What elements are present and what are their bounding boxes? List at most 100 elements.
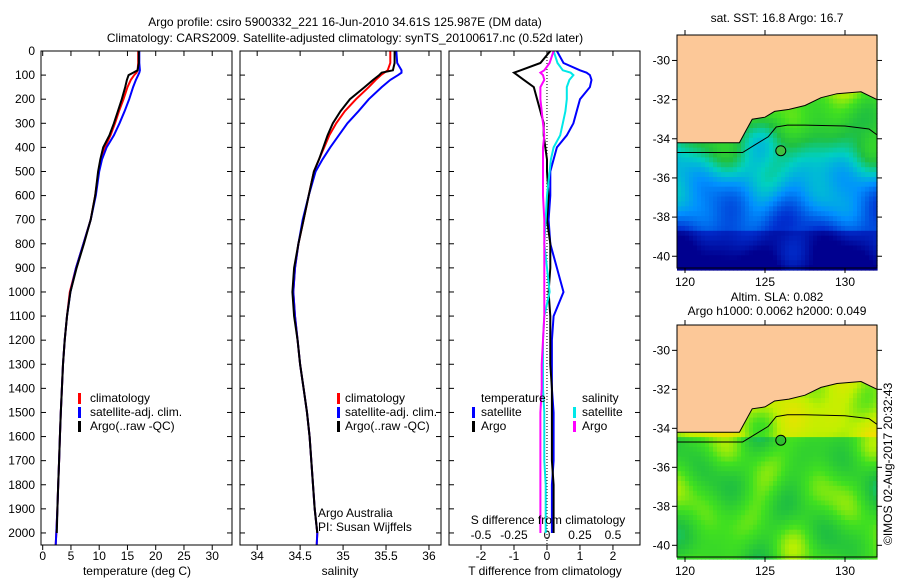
map-cell: [757, 245, 762, 251]
map-cell: [853, 403, 858, 409]
map-cell: [725, 211, 730, 217]
map-cell: [817, 539, 822, 545]
map-cell: [757, 407, 762, 414]
map-cell: [861, 407, 866, 414]
map-cell: [761, 157, 766, 163]
map-cell: [721, 471, 726, 477]
map-cell: [789, 245, 794, 251]
y-tick-label: 0: [28, 44, 35, 58]
map-cell: [749, 172, 754, 178]
map-cell: [805, 191, 810, 198]
map-cell: [821, 260, 826, 266]
map-cell: [853, 98, 858, 105]
map-cell: [849, 113, 854, 119]
map-cell: [817, 456, 822, 463]
y-tick-label: 100: [15, 68, 35, 82]
map-cell: [857, 142, 862, 149]
map-cell: [853, 250, 858, 256]
map-cell: [785, 500, 790, 506]
map-cell: [817, 98, 822, 105]
map-cell: [773, 167, 778, 173]
map-cell: [865, 456, 870, 463]
map-cell: [745, 177, 750, 183]
map-cell: [873, 196, 878, 202]
map-cell: [829, 191, 834, 198]
map-cell: [709, 206, 714, 212]
map-cell: [789, 123, 794, 129]
map-cell: [797, 437, 802, 443]
map-cell: [757, 461, 762, 467]
map-cell: [833, 500, 838, 506]
map-cell: [805, 230, 810, 237]
map-cell: [801, 456, 806, 463]
map-cell: [809, 524, 814, 531]
map-cell: [777, 466, 782, 472]
map-cell: [769, 157, 774, 163]
y-tick-label: -36: [653, 171, 671, 185]
map-cell: [725, 181, 730, 188]
map-cell: [781, 515, 786, 521]
map-cell: [677, 490, 682, 497]
map-cell: [741, 524, 746, 531]
map-cell: [689, 485, 694, 492]
map-cell: [781, 181, 786, 188]
map-cell: [829, 235, 834, 242]
map-cell: [765, 549, 770, 555]
map-cell: [817, 255, 822, 261]
map-cell: [841, 93, 846, 100]
map-cell: [869, 412, 874, 419]
map-cell: [841, 172, 846, 178]
map-cell: [705, 481, 710, 487]
sst-map-panel: 120 125 130-30-32-34-36-38-40: [653, 30, 882, 289]
map-cell: [701, 529, 706, 536]
map-cell: [689, 442, 694, 448]
map-cell: [861, 113, 866, 119]
map-cell: [849, 393, 854, 399]
map-cell: [721, 549, 726, 555]
map-cell: [685, 230, 690, 237]
map-cell: [733, 549, 738, 555]
map-cell: [717, 201, 722, 207]
map-cell: [829, 167, 834, 173]
map-cell: [841, 152, 846, 158]
map-cell: [677, 147, 682, 154]
map-cell: [865, 123, 870, 129]
map-cell: [709, 255, 714, 261]
map-cell: [753, 417, 758, 424]
map-cell: [789, 407, 794, 414]
map-cell: [865, 206, 870, 212]
map-cell: [761, 544, 766, 550]
map-cell: [757, 544, 762, 550]
map-cell: [781, 221, 786, 227]
map-cell: [833, 196, 838, 202]
map-cell: [833, 181, 838, 188]
map-cell: [781, 466, 786, 472]
y-tick-label: 1000: [8, 285, 35, 299]
map-cell: [857, 442, 862, 448]
map-cell: [865, 147, 870, 154]
map-cell: [745, 152, 750, 158]
map-cell: [773, 230, 778, 237]
map-cell: [865, 172, 870, 178]
map-cell: [845, 235, 850, 242]
map-cell: [777, 451, 782, 458]
map-cell: [833, 172, 838, 178]
y-tick-label: -32: [653, 93, 671, 107]
map-cell: [849, 544, 854, 550]
map-cell: [829, 128, 834, 134]
map-cell: [833, 186, 838, 193]
map-cell: [717, 485, 722, 492]
map-cell: [837, 437, 842, 443]
map-cell: [821, 98, 826, 105]
map-cell: [701, 216, 706, 222]
map-cell: [801, 539, 806, 545]
map-cell: [717, 505, 722, 511]
map-cell: [773, 432, 778, 438]
map-cell: [729, 201, 734, 207]
map-cell: [693, 216, 698, 222]
map-cell: [689, 152, 694, 158]
map-cell: [837, 98, 842, 105]
map-cell: [861, 432, 866, 438]
map-cell: [677, 432, 682, 438]
map-cell: [721, 240, 726, 247]
